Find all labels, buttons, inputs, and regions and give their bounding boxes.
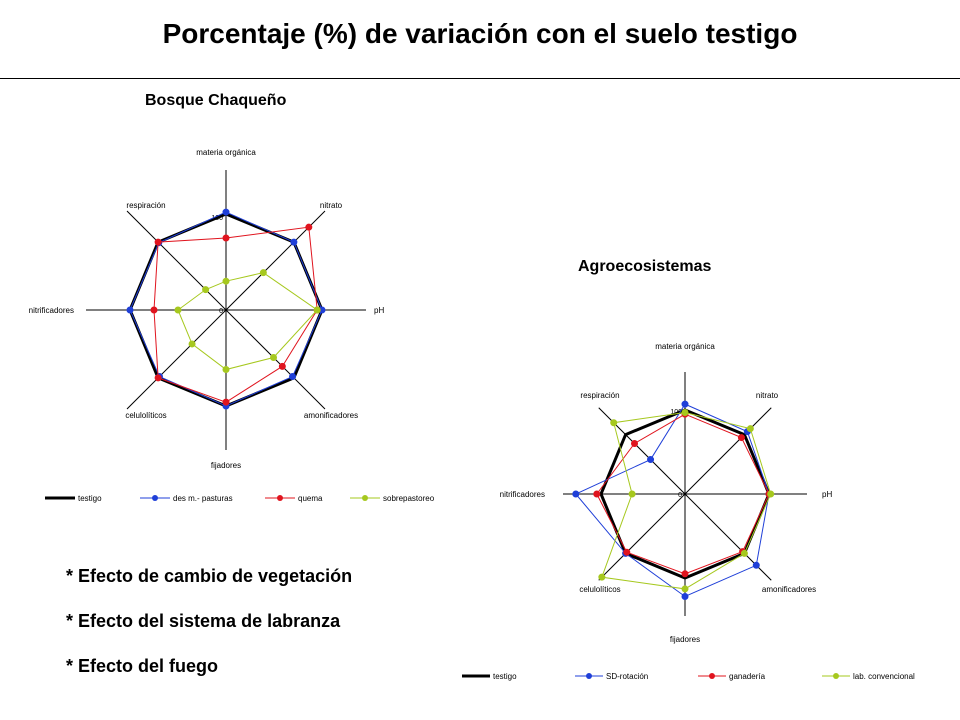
chart2-axis-label-nitrato: nitrato xyxy=(756,391,779,400)
chart2-point-ganaderia-celuloliticos xyxy=(623,548,631,556)
chart2-axis-label-fijadores: fijadores xyxy=(670,635,700,644)
radar-chart-agro: materia orgánica nitrato pH amonificadores f… xyxy=(462,342,915,681)
chart2-point-sd-rotacion-fijadores xyxy=(681,592,689,600)
note-vegetacion: * Efecto de cambio de vegetación xyxy=(66,566,353,586)
chart2-point-ganaderia-fijadores xyxy=(681,570,689,578)
chart2-legend-label-lab-convencional: lab. convencional xyxy=(853,672,915,681)
chart1-point-sobrepastoreo-nitrato xyxy=(259,269,267,277)
chart1-point-quema-nitrato xyxy=(305,223,313,231)
page-title: Porcentaje (%) de variación con el suelo… xyxy=(162,18,798,49)
chart1-axis-label-ph: pH xyxy=(374,306,384,315)
chart2-point-lab-convencional-fijadores xyxy=(681,585,689,593)
chart1-point-des-m-pasturas-materia-organica xyxy=(222,208,230,216)
title-divider xyxy=(0,78,960,79)
chart2-point-lab-convencional-materia-organica xyxy=(681,409,689,417)
chart2-point-ganaderia-respiracion xyxy=(631,440,639,448)
chart2-axis-label-nitrificadores: nitrificadores xyxy=(500,490,545,499)
chart2-legend-label-sd-rotacion: SD-rotación xyxy=(606,672,648,681)
chart1-spoke-celuloliticos xyxy=(126,309,227,410)
chart1-point-quema-respiracion xyxy=(154,238,162,246)
chart2-legend-label-ganaderia: ganadería xyxy=(729,672,766,681)
chart2-title: Agroecosistemas xyxy=(578,258,712,275)
chart2-axis-label-celuloliticos: celulolíticos xyxy=(579,585,620,594)
chart2-point-sd-rotacion-materia-organica xyxy=(681,400,689,408)
chart2-point-ganaderia-nitrato xyxy=(737,434,745,442)
chart1-point-sobrepastoreo-amonificadores xyxy=(270,354,278,362)
chart2-axis-label-amonificadores: amonificadores xyxy=(762,585,816,594)
chart1-legend-label-sobrepastoreo: sobrepastoreo xyxy=(383,494,435,503)
chart1-point-quema-materia-organica xyxy=(222,234,230,242)
chart1-axis-label-amonificadores: amonificadores xyxy=(304,411,358,420)
chart1-axis-label-materia-organica: materia orgánica xyxy=(196,148,256,157)
chart2-axis-label-ph: pH xyxy=(822,490,832,499)
chart1-point-quema-amonificadores xyxy=(278,362,286,370)
notes-list: * Efecto de cambio de vegetación * Efect… xyxy=(66,566,352,701)
chart1-point-des-m-pasturas-amonificadores xyxy=(289,373,297,381)
chart2-spoke-celuloliticos xyxy=(598,493,686,581)
chart1-legend-label-testigo: testigo xyxy=(78,494,102,503)
chart2-tick-label-0: 0 xyxy=(678,492,682,499)
chart2-point-sd-rotacion-amonificadores xyxy=(752,561,760,569)
chart2-point-lab-convencional-ph xyxy=(767,490,775,498)
chart1-series-sobrepastoreo-line xyxy=(177,272,318,371)
chart1-legend-marker-sobrepastoreo xyxy=(362,495,368,501)
chart2-legend-marker-sd-rotacion xyxy=(586,673,592,679)
chart1-point-sobrepastoreo-fijadores xyxy=(222,366,230,374)
chart1-point-sobrepastoreo-respiracion xyxy=(202,286,210,294)
chart1-point-quema-nitrificadores xyxy=(150,306,158,314)
chart1-legend-marker-quema xyxy=(277,495,283,501)
chart1-point-sobrepastoreo-materia-organica xyxy=(222,277,230,285)
chart2-axis-label-respiracion: respiración xyxy=(580,391,619,400)
chart1-title: Bosque Chaqueño xyxy=(145,92,287,109)
chart2-point-ganaderia-nitrificadores xyxy=(593,490,601,498)
chart1-axis-label-nitrato: nitrato xyxy=(320,201,343,210)
chart2-point-lab-convencional-respiracion xyxy=(610,419,618,427)
chart2-point-sd-rotacion-respiracion xyxy=(647,456,655,464)
chart2-spoke-nitrato xyxy=(684,407,772,495)
chart1-point-quema-fijadores xyxy=(222,398,230,406)
radar-chart-bosque: materia orgánica nitrato pH amonificadores f… xyxy=(29,148,435,503)
chart2-series-testigo-line xyxy=(599,408,771,580)
chart1-spoke-respiracion xyxy=(126,210,227,311)
chart2-legend-label-testigo: testigo xyxy=(493,672,517,681)
chart1-tick-label-0: 0 xyxy=(219,308,223,315)
chart1-point-des-m-pasturas-nitrato xyxy=(290,238,298,246)
chart1-point-des-m-pasturas-nitrificadores xyxy=(126,306,134,314)
note-labranza: * Efecto del sistema de labranza xyxy=(66,611,341,631)
chart2-axis-label-materia-organica: materia orgánica xyxy=(655,342,715,351)
chart1-point-quema-celuloliticos xyxy=(154,374,162,382)
chart2-point-lab-convencional-celuloliticos xyxy=(598,573,606,581)
chart1-point-sobrepastoreo-celuloliticos xyxy=(188,340,196,348)
chart1-legend-marker-des-m-pasturas xyxy=(152,495,158,501)
chart1-legend-label-quema: quema xyxy=(298,494,323,503)
chart1-axis-label-respiracion: respiración xyxy=(126,201,165,210)
chart2-point-lab-convencional-nitrato xyxy=(746,425,754,433)
chart1-legend-label-des-m-pasturas: des m.- pasturas xyxy=(173,494,233,503)
chart2-point-lab-convencional-amonificadores xyxy=(740,549,748,557)
chart2-point-sd-rotacion-nitrificadores xyxy=(572,490,580,498)
chart1-point-sobrepastoreo-nitrificadores xyxy=(174,306,182,314)
chart2-legend-marker-ganaderia xyxy=(709,673,715,679)
chart1-point-sobrepastoreo-ph xyxy=(313,306,321,314)
chart2-legend-marker-lab-convencional xyxy=(833,673,839,679)
note-fuego: * Efecto del fuego xyxy=(66,656,219,676)
chart2-point-lab-convencional-nitrificadores xyxy=(628,490,636,498)
chart1-axis-label-nitrificadores: nitrificadores xyxy=(29,306,74,315)
chart1-axis-label-fijadores: fijadores xyxy=(211,461,241,470)
chart1-axis-label-celuloliticos: celulolíticos xyxy=(125,411,166,420)
